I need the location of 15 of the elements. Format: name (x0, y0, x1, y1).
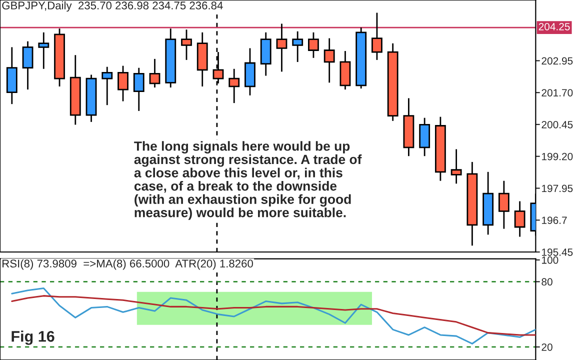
chart-title: GBPJPY,Daily 235.70 236.98 234.75 236.84 (2, 1, 223, 12)
ref-line-label: 204.25 (538, 22, 570, 30)
y-tick-label: 195.45 (542, 248, 573, 256)
chart-title: RSI(8) 73.9809 =>MA(8) 66.5000 ATR(20) 1.8260 (2, 259, 253, 270)
annotation: The long signals here would be up against strong resistance. A trade of a close above this level or, in this case, of a break to the downside (with an exhaustion spike for good measure) would be more suitable. (134, 141, 362, 220)
y-tick-label: 196.7 (542, 216, 567, 224)
y-tick-label: 202.95 (542, 57, 573, 65)
y-tick-label: 200.45 (542, 120, 573, 128)
y-tick-label: 100 (542, 256, 558, 264)
y-tick-label: 197.95 (542, 184, 573, 192)
y-tick-label: 20 (542, 343, 552, 351)
annotation: Fig 16 (12, 330, 54, 345)
y-tick-label: 201.70 (542, 89, 573, 96)
y-tick-label: 80 (542, 278, 552, 286)
y-tick-label: 199.20 (542, 152, 573, 160)
